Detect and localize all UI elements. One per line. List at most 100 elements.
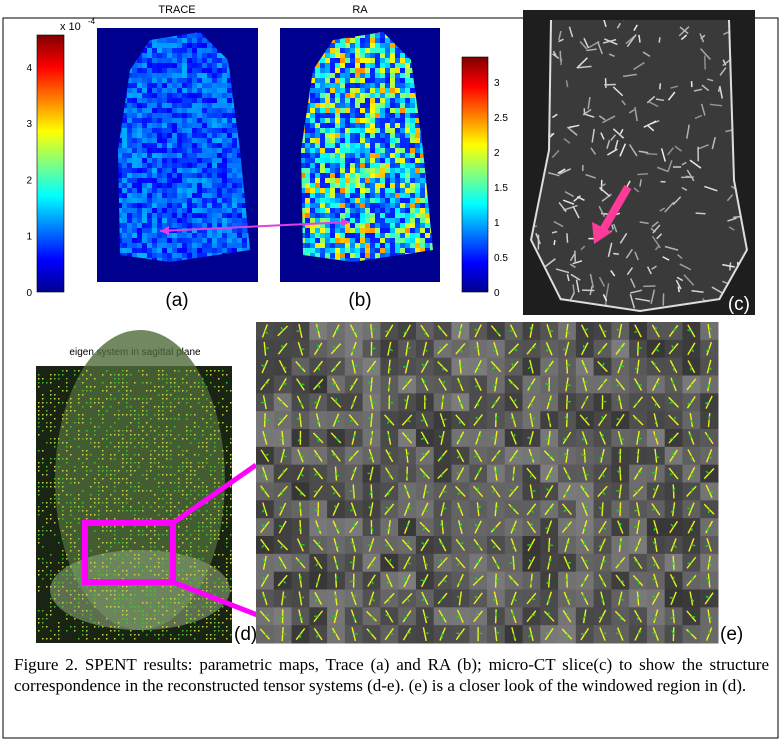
vector-dot [226, 582, 228, 584]
pixel [222, 133, 227, 138]
pixel [167, 108, 172, 113]
pixel [122, 218, 127, 223]
vector-dot [114, 430, 116, 432]
vector-dot [142, 446, 144, 448]
pixel [360, 133, 365, 138]
pixel [385, 238, 390, 243]
pixel [137, 113, 142, 118]
pixel [172, 153, 177, 158]
vector-dot [134, 470, 136, 472]
vector-dot [90, 590, 92, 592]
pixel [405, 178, 410, 183]
pixel [380, 168, 385, 173]
vector-dot [94, 590, 96, 592]
pixel [425, 228, 430, 233]
vector-dot [166, 442, 168, 444]
pixel [182, 43, 187, 48]
vector-dot [186, 382, 188, 384]
vector-dot [106, 486, 108, 488]
vector-dot [198, 558, 200, 560]
vector-dot [158, 378, 160, 380]
vector-dot [178, 626, 180, 628]
vector-dot [50, 598, 52, 600]
vector-dot [114, 530, 116, 532]
vector-dot [206, 490, 208, 492]
vector-dot [102, 554, 104, 556]
pixel [405, 78, 410, 83]
vector-dot [174, 506, 176, 508]
vector-dot [66, 410, 68, 412]
pixel [360, 253, 365, 258]
vector-dot [62, 566, 64, 568]
vector-dot [118, 622, 120, 624]
pixel [400, 188, 405, 193]
pixel [360, 113, 365, 118]
pixel [310, 128, 315, 133]
pixel [400, 218, 405, 223]
vector-dot [154, 442, 156, 444]
pixel [405, 198, 410, 203]
pixel [360, 183, 365, 188]
pixel [147, 248, 152, 253]
vector-dot [38, 386, 40, 388]
pixel [330, 243, 335, 248]
vector-dot [110, 442, 112, 444]
vector-dot [82, 462, 84, 464]
pixel [370, 133, 375, 138]
pixel [345, 208, 350, 213]
pixel [335, 238, 340, 243]
pixel [375, 198, 380, 203]
pixel [142, 78, 147, 83]
vector-dot [50, 382, 52, 384]
vector-dot [70, 398, 72, 400]
vector-dot [50, 414, 52, 416]
vector-dot [82, 614, 84, 616]
vector-dot [74, 518, 76, 520]
vector-dot [46, 626, 48, 628]
vector-dot [162, 546, 164, 548]
vector-dot [42, 534, 44, 536]
vector-dot [86, 402, 88, 404]
vector-dot [178, 502, 180, 504]
pixel [192, 53, 197, 58]
pixel [167, 68, 172, 73]
pixel [350, 93, 355, 98]
pixel [157, 213, 162, 218]
vector-dot [106, 558, 108, 560]
pixel [207, 68, 212, 73]
vector-dot [114, 454, 116, 456]
pixel [365, 148, 370, 153]
pixel [132, 78, 137, 83]
pixel [152, 208, 157, 213]
pixel [345, 123, 350, 128]
pixel [182, 153, 187, 158]
pixel [212, 143, 217, 148]
vector-dot [214, 434, 216, 436]
vector-dot [62, 486, 64, 488]
pixel [340, 83, 345, 88]
pixel [142, 103, 147, 108]
pixel [355, 158, 360, 163]
pixel [132, 218, 137, 223]
vector-dot [90, 614, 92, 616]
vector-dot [150, 586, 152, 588]
pixel [370, 58, 375, 63]
pixel [187, 148, 192, 153]
vector-dot [210, 406, 212, 408]
vector-dot [150, 490, 152, 492]
vector-dot [158, 558, 160, 560]
vector-dot [162, 482, 164, 484]
pixel [167, 133, 172, 138]
pixel [177, 168, 182, 173]
pixel [375, 83, 380, 88]
vector-dot [118, 482, 120, 484]
pixel [162, 48, 167, 53]
vector-dot [154, 634, 156, 636]
vector-dot [190, 518, 192, 520]
vector-dot [186, 618, 188, 620]
pixel [127, 218, 132, 223]
vector-dot [182, 510, 184, 512]
vector-dot [146, 398, 148, 400]
pixel [192, 153, 197, 158]
pixel [375, 183, 380, 188]
